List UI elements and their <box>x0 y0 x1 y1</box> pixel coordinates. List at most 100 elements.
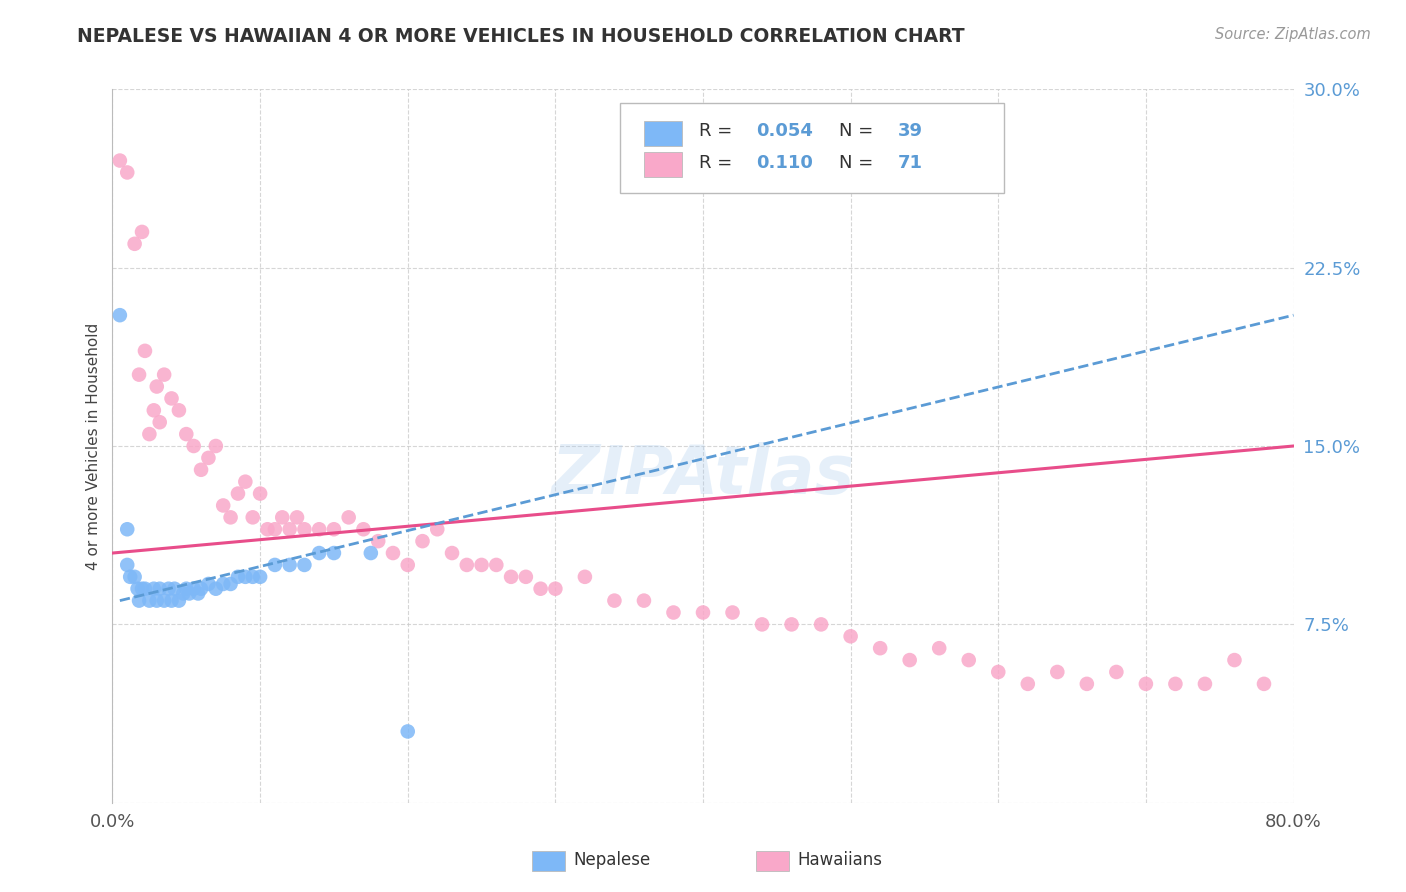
Point <box>470 558 494 572</box>
Point <box>574 570 596 584</box>
Point <box>242 510 264 524</box>
Point <box>197 577 219 591</box>
Point <box>233 570 256 584</box>
Point <box>810 617 832 632</box>
Point <box>153 593 176 607</box>
Point <box>160 593 183 607</box>
Text: R =: R = <box>699 153 733 171</box>
Point <box>337 510 360 524</box>
Point <box>1017 677 1039 691</box>
Point <box>226 486 249 500</box>
Point <box>138 593 160 607</box>
Point <box>751 617 773 632</box>
Point <box>249 486 271 500</box>
Text: ZIPAtlas: ZIPAtlas <box>551 442 855 508</box>
Point <box>167 593 190 607</box>
Point <box>183 582 205 596</box>
Point <box>1164 677 1187 691</box>
Point <box>367 534 389 549</box>
Point <box>529 582 551 596</box>
Point <box>1223 653 1246 667</box>
Point <box>131 225 153 239</box>
Point <box>226 570 249 584</box>
Point <box>138 427 160 442</box>
Point <box>1076 677 1098 691</box>
Point <box>117 522 138 536</box>
Point <box>153 368 176 382</box>
Point <box>456 558 478 572</box>
Point <box>124 236 146 251</box>
Point <box>987 665 1010 679</box>
Point <box>117 558 138 572</box>
Text: 0.110: 0.110 <box>756 153 813 171</box>
Point <box>323 522 346 536</box>
Point <box>179 586 201 600</box>
Point <box>396 724 419 739</box>
Point <box>382 546 405 560</box>
Point <box>396 558 419 572</box>
Point <box>124 570 146 584</box>
Bar <box>756 851 789 871</box>
Point <box>134 343 156 358</box>
Point <box>360 546 382 560</box>
Point <box>183 439 205 453</box>
Point <box>108 308 131 322</box>
Point <box>426 522 449 536</box>
Point <box>172 586 194 600</box>
Point <box>308 522 330 536</box>
Point <box>128 593 150 607</box>
Point <box>249 570 271 584</box>
Text: NEPALESE VS HAWAIIAN 4 OR MORE VEHICLES IN HOUSEHOLD CORRELATION CHART: NEPALESE VS HAWAIIAN 4 OR MORE VEHICLES … <box>77 27 965 45</box>
Point <box>692 606 714 620</box>
FancyBboxPatch shape <box>620 103 1004 193</box>
Point <box>441 546 464 560</box>
Point <box>127 582 149 596</box>
Point <box>1105 665 1128 679</box>
Text: N =: N = <box>839 122 873 140</box>
Point <box>264 522 287 536</box>
Point <box>131 582 153 596</box>
Point <box>957 653 980 667</box>
Text: R =: R = <box>699 122 733 140</box>
Point <box>485 558 508 572</box>
Point <box>163 582 186 596</box>
Bar <box>531 851 565 871</box>
Point <box>278 522 301 536</box>
Point <box>146 593 169 607</box>
Point <box>352 522 374 536</box>
Bar <box>644 121 682 146</box>
Point <box>146 379 169 393</box>
Text: 71: 71 <box>898 153 922 171</box>
Point <box>219 510 242 524</box>
Point <box>633 593 655 607</box>
Bar <box>644 152 682 177</box>
Point <box>160 392 183 406</box>
Text: N =: N = <box>839 153 873 171</box>
Point <box>205 582 228 596</box>
Point <box>157 582 180 596</box>
Point <box>120 570 142 584</box>
Point <box>292 558 315 572</box>
Point <box>142 582 165 596</box>
Point <box>271 510 294 524</box>
Text: Hawaiians: Hawaiians <box>797 851 883 869</box>
Text: 0.054: 0.054 <box>756 122 813 140</box>
Point <box>411 534 433 549</box>
Point <box>308 546 330 560</box>
Point <box>149 415 172 429</box>
Point <box>212 499 235 513</box>
Y-axis label: 4 or more Vehicles in Household: 4 or more Vehicles in Household <box>86 322 101 570</box>
Point <box>501 570 523 584</box>
Point <box>242 570 264 584</box>
Point <box>149 582 172 596</box>
Point <box>134 582 156 596</box>
Point <box>142 403 165 417</box>
Point <box>839 629 862 643</box>
Point <box>1194 677 1216 691</box>
Point <box>187 586 209 600</box>
Point <box>544 582 567 596</box>
Point <box>108 153 131 168</box>
Point <box>662 606 685 620</box>
Point <box>603 593 626 607</box>
Point <box>174 427 197 442</box>
